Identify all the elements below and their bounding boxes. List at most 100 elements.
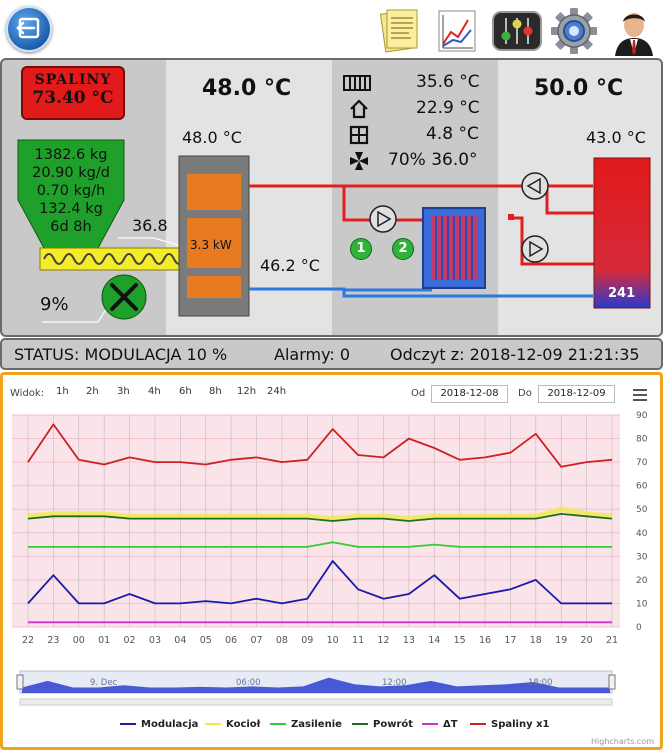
circuit-1-badge[interactable]: 1 bbox=[350, 238, 372, 260]
range-button-8h[interactable]: 8h bbox=[209, 386, 222, 397]
boiler-top-temp: 48.0 °C bbox=[182, 128, 242, 147]
sliders-mixer-icon[interactable] bbox=[491, 6, 542, 54]
x-tick-label: 20 bbox=[581, 635, 593, 646]
legend-spaliny[interactable]: Spaliny x1 bbox=[470, 719, 550, 730]
x-tick-label: 05 bbox=[200, 635, 212, 646]
tank-bottom-label: 241 bbox=[608, 286, 636, 301]
range-button-2h[interactable]: 2h bbox=[86, 386, 99, 397]
y-tick-label: 70 bbox=[636, 458, 648, 468]
navigator-label: 06:00 bbox=[236, 678, 261, 688]
x-tick-label: 21 bbox=[606, 635, 618, 646]
exhaust-value: 73.40 °C bbox=[32, 88, 114, 108]
x-tick-label: 00 bbox=[73, 635, 85, 646]
to-date-input[interactable]: 2018-12-09 bbox=[538, 385, 615, 403]
series-line-spaliny-x1 bbox=[27, 423, 613, 468]
reading-timestamp: Odczyt z: 2018-12-09 21:21:35 bbox=[390, 345, 640, 364]
fan-percent: 9% bbox=[40, 294, 69, 315]
series-line-kocio- bbox=[27, 506, 613, 522]
chart-report-icon[interactable] bbox=[433, 6, 481, 54]
y-tick-label: 10 bbox=[636, 599, 648, 609]
boiler-header-temp: 48.0 °C bbox=[202, 76, 292, 101]
boiler-power: 3.3 kW bbox=[190, 238, 232, 252]
x-tick-label: 08 bbox=[276, 635, 288, 646]
legend-delta-t[interactable]: ΔT bbox=[422, 719, 458, 730]
tank-header-temp: 50.0 °C bbox=[534, 76, 624, 101]
range-button-1h[interactable]: 1h bbox=[56, 386, 69, 397]
series-line-zasilenie bbox=[28, 541, 612, 548]
exhaust-label: SPALINY bbox=[34, 72, 112, 88]
back-arrow-icon[interactable] bbox=[6, 6, 52, 52]
top-toolbar bbox=[0, 0, 665, 58]
x-tick-label: 03 bbox=[149, 635, 161, 646]
x-tick-label: 02 bbox=[124, 635, 136, 646]
window-icon bbox=[349, 125, 369, 145]
x-tick-label: 01 bbox=[98, 635, 110, 646]
legend-kociol[interactable]: Kocioł bbox=[205, 719, 260, 730]
x-tick-label: 13 bbox=[403, 635, 415, 646]
y-tick-label: 20 bbox=[636, 576, 648, 586]
pump-heating-icon[interactable] bbox=[368, 204, 398, 234]
chart-credit: Highcharts.com bbox=[591, 737, 654, 746]
range-button-4h[interactable]: 4h bbox=[148, 386, 161, 397]
x-tick-label: 11 bbox=[352, 635, 364, 646]
x-tick-label: 12 bbox=[377, 635, 389, 646]
x-tick-label: 14 bbox=[428, 635, 440, 646]
history-line-chart: 0 10 20 30 40 50 60 70 80 90 22 23 00 01 02 03 04 05 06 07 0… bbox=[12, 411, 648, 706]
navigator-handle-right bbox=[608, 674, 616, 690]
indoor-temp: 22.9 °C bbox=[416, 98, 480, 118]
fuel-hopper-stats: 1382.6 kg 20.90 kg/d 0.70 kg/h 132.4 kg … bbox=[18, 146, 124, 236]
x-tick-label: 19 bbox=[555, 635, 567, 646]
fuel-per-hour: 0.70 kg/h bbox=[36, 183, 106, 199]
circuit-2-badge[interactable]: 2 bbox=[392, 238, 414, 260]
house-icon bbox=[350, 99, 368, 119]
x-tick-label: 09 bbox=[301, 635, 313, 646]
view-label: Widok: bbox=[10, 388, 45, 399]
exhaust-temp-box: SPALINY 73.40 °C bbox=[21, 66, 125, 120]
y-tick-label: 50 bbox=[636, 505, 648, 515]
user-profile-icon[interactable] bbox=[609, 6, 661, 56]
from-date-input[interactable]: 2018-12-08 bbox=[431, 385, 508, 403]
fuel-per-day: 20.90 kg/d bbox=[32, 165, 110, 181]
to-label: Do bbox=[518, 388, 532, 399]
x-tick-label: 23 bbox=[47, 635, 59, 646]
series-line-modulacja bbox=[27, 560, 612, 605]
pump-tank-supply-icon[interactable] bbox=[520, 171, 550, 201]
fan-small-icon bbox=[350, 152, 368, 170]
outdoor-temp: 4.8 °C bbox=[426, 124, 479, 144]
navigator-label: 12:00 bbox=[382, 678, 407, 688]
status-text: STATUS: MODULACJA 10 % bbox=[14, 345, 228, 364]
hamburger-menu-icon[interactable] bbox=[632, 388, 648, 402]
process-diagram bbox=[17, 139, 651, 323]
from-label: Od bbox=[411, 388, 426, 399]
range-button-6h[interactable]: 6h bbox=[179, 386, 192, 397]
fuel-used: 132.4 kg bbox=[39, 201, 103, 217]
fuel-remaining-time: 6d 8h bbox=[50, 219, 92, 235]
range-button-12h[interactable]: 12h bbox=[237, 386, 257, 397]
series-line-powr-t bbox=[27, 513, 613, 522]
notes-icon[interactable] bbox=[377, 6, 425, 54]
navigator-label: 9. Dec bbox=[90, 678, 118, 688]
feeder-value: 36.8 bbox=[132, 216, 168, 235]
gear-icon[interactable] bbox=[549, 6, 597, 54]
navigator-handle-left bbox=[16, 674, 24, 690]
x-tick-label: 16 bbox=[479, 635, 491, 646]
fuel-stock: 1382.6 kg bbox=[34, 147, 108, 163]
range-button-24h[interactable]: 24h bbox=[267, 386, 287, 397]
navigator-label: 18:00 bbox=[528, 678, 553, 688]
plot-background bbox=[12, 415, 620, 627]
legend-modulacja[interactable]: Modulacja bbox=[120, 719, 198, 730]
pump-tank-circulation-icon[interactable] bbox=[520, 234, 550, 264]
tank-top-temp: 43.0 °C bbox=[586, 128, 646, 147]
x-tick-label: 07 bbox=[250, 635, 262, 646]
x-tick-label: 06 bbox=[225, 635, 237, 646]
y-tick-label: 0 bbox=[636, 623, 642, 633]
x-tick-label: 15 bbox=[454, 635, 466, 646]
return-temp: 46.2 °C bbox=[260, 256, 320, 275]
range-button-3h[interactable]: 3h bbox=[117, 386, 130, 397]
process-panel: 1 2 SPALINY 73.40 °C 1382.6 kg 20.90 kg/… bbox=[0, 58, 663, 337]
legend-zasilenie[interactable]: Zasilenie bbox=[270, 719, 342, 730]
radiator-icon bbox=[343, 75, 371, 91]
legend-powrot[interactable]: Powrót bbox=[352, 719, 413, 730]
fan-setting: 70% 36.0° bbox=[388, 150, 478, 170]
alarms-text[interactable]: Alarmy: 0 bbox=[274, 345, 351, 364]
